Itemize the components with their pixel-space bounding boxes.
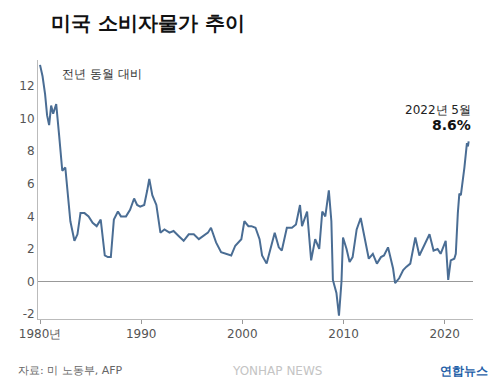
svg-text:2000: 2000 [227, 327, 258, 341]
svg-text:0: 0 [27, 275, 35, 289]
svg-text:YONHAP NEWS: YONHAP NEWS [232, 364, 322, 378]
svg-text:1980년: 1980년 [19, 327, 62, 341]
svg-text:4: 4 [27, 210, 35, 224]
svg-text:미국 소비자물가 추이: 미국 소비자물가 추이 [51, 11, 245, 35]
svg-text:12: 12 [19, 79, 34, 93]
svg-text:-2: -2 [23, 307, 35, 321]
svg-text:2: 2 [27, 242, 35, 256]
svg-text:연합뉴스: 연합뉴스 [440, 364, 488, 378]
svg-text:8.6%: 8.6% [432, 117, 471, 133]
svg-text:1990: 1990 [126, 327, 157, 341]
svg-text:2020: 2020 [429, 327, 460, 341]
svg-text:10: 10 [19, 112, 34, 126]
svg-text:전년 동월 대비: 전년 동월 대비 [62, 67, 142, 81]
svg-text:6: 6 [27, 177, 35, 191]
svg-text:8: 8 [27, 144, 35, 158]
svg-text:자료: 미 노동부, AFP: 자료: 미 노동부, AFP [18, 364, 123, 377]
svg-text:2010: 2010 [328, 327, 359, 341]
svg-text:2022년 5월: 2022년 5월 [405, 103, 471, 117]
